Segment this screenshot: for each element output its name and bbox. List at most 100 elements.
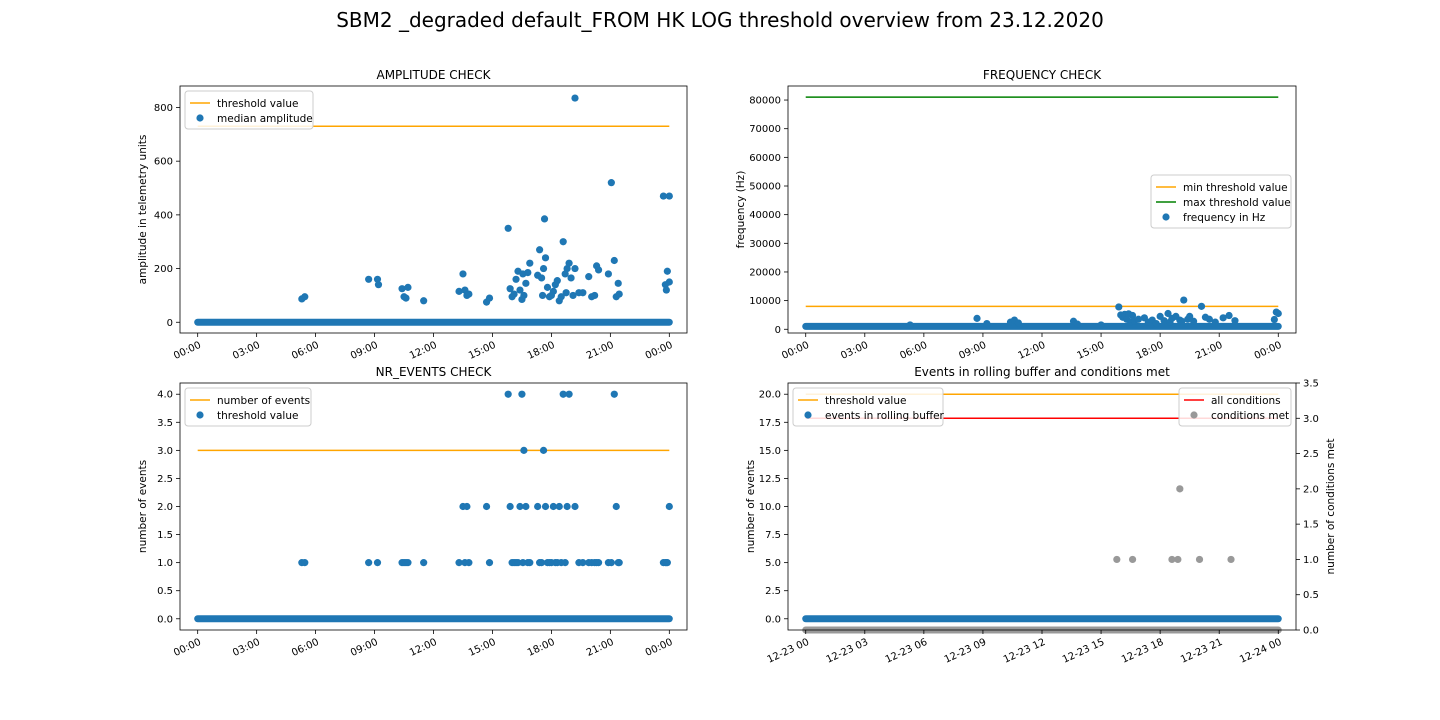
amplitude-check-data-point: [614, 279, 622, 287]
nr-events-check-x-tick-label: 21:00: [585, 637, 616, 659]
frequency-check-y-tick-label: 80000: [749, 96, 781, 107]
events-in-rolling-buffer-and-conditions-met-x-tick-label: 12-23 00: [766, 637, 811, 666]
right-y-tick-label: 2.5: [1303, 449, 1319, 460]
events-in-rolling-buffer-and-conditions-met-y-axis-label: number of events: [745, 460, 757, 553]
frequency-check-x-tick-label: 18:00: [1135, 340, 1166, 362]
amplitude-check-data-point: [455, 287, 463, 295]
amplitude-check-data-point: [524, 268, 532, 277]
nr-events-check-data-point: [607, 559, 615, 567]
nr-events-check-x-tick-label: 09:00: [349, 637, 380, 659]
nr-events-check-x-tick-label: 18:00: [526, 637, 557, 659]
amplitude-check-data-point: [594, 266, 603, 274]
frequency-check-data-point: [1231, 317, 1239, 325]
events-in-rolling-buffer-and-conditions-met-right-legend-box: [1178, 387, 1292, 427]
frequency-check-data-point: [1128, 311, 1137, 320]
amplitude-check-data-point: [585, 273, 593, 281]
nr-events-check-legend-box: [184, 387, 312, 427]
frequency-check-data-point: [1219, 314, 1227, 322]
nr-events-check-data-point: [579, 559, 587, 567]
amplitude-check-data-point: [665, 278, 673, 286]
amplitude-check-data-point: [571, 264, 579, 273]
frequency-check-data-point: [1164, 309, 1172, 318]
nr-events-check-x-tick-label: 00:00: [644, 637, 675, 659]
right-y-tick-label: 1.0: [1303, 555, 1319, 566]
amplitude-check-x-tick-label: 00:00: [172, 340, 203, 362]
amplitude-check-x-tick-label: 03:00: [231, 340, 262, 362]
amplitude-check-data-point: [591, 291, 599, 300]
nr-events-check-data-point: [526, 559, 534, 567]
nr-events-check-data-point: [555, 502, 563, 511]
amplitude-check-data-point: [562, 289, 570, 297]
nr-events-check-data-point: [420, 559, 428, 567]
events-in-rolling-buffer-and-conditions-met-y-tick-label: 0.0: [765, 614, 781, 625]
frequency-check-data-point: [1134, 315, 1143, 323]
amplitude-check-data-point: [520, 291, 528, 300]
amplitude-check-data-point: [610, 256, 618, 265]
frequency-check-data-point: [1205, 315, 1213, 323]
conditions-met-point: [1195, 555, 1204, 564]
right-y-tick-label: 3.5: [1303, 379, 1319, 390]
events-in-rolling-buffer-and-conditions-met-right-legend-label: conditions met: [1211, 410, 1289, 422]
nr-events-check-data-point: [404, 559, 412, 567]
nr-events-check-y-tick-label: 1.5: [157, 530, 173, 541]
frequency-check-y-tick-label: 70000: [749, 124, 781, 135]
right-y-tick-label: 0.0: [1303, 626, 1319, 637]
amplitude-check-outlier-point: [571, 94, 579, 102]
events-in-rolling-buffer-and-conditions-met-x-tick-label: 12-23 18: [1120, 637, 1165, 666]
frequency-check-y-axis-label: frequency (Hz): [735, 171, 747, 249]
amplitude-check-data-point: [549, 287, 557, 295]
amplitude-check-title: AMPLITUDE CHECK: [376, 68, 491, 82]
frequency-check-y-tick-label: 20000: [749, 267, 781, 278]
events-in-rolling-buffer-and-conditions-met-legend-box: [792, 387, 944, 427]
amplitude-check-x-tick-label: 09:00: [349, 340, 380, 362]
frequency-check-data-point: [1180, 296, 1188, 304]
amplitude-check-data-point: [565, 259, 573, 267]
frequency-check-data-point: [1197, 302, 1206, 310]
amplitude-check-x-tick-label: 12:00: [408, 340, 439, 362]
events-in-rolling-buffer-and-conditions-met-y-tick-label: 17.5: [759, 418, 781, 429]
amplitude-check-data-point: [516, 286, 524, 294]
events-in-rolling-buffer-and-conditions-met-y-tick-label: 12.5: [759, 474, 781, 485]
right-y-axis-label: number of conditions met: [1325, 439, 1337, 575]
events-in-rolling-buffer-and-conditions-met-y-tick-label: 20.0: [759, 390, 781, 401]
amplitude-check-data-point: [540, 215, 549, 223]
nr-events-check-data-point: [516, 502, 524, 511]
amplitude-check-legend-swatch-marker: [196, 114, 204, 122]
nr-events-check-data-point: [571, 502, 579, 511]
frequency-check-legend-label: max threshold value: [1183, 197, 1291, 209]
events-in-rolling-buffer-and-conditions-met-legend-label: events in rolling buffer: [825, 410, 945, 422]
nr-events-check-data-point: [537, 559, 546, 567]
amplitude-check-y-axis-label: amplitude in telemetry units: [137, 135, 149, 285]
amplitude-check-x-tick-label: 15:00: [467, 340, 498, 362]
frequency-check-data-point: [973, 314, 981, 322]
events-in-rolling-buffer-and-conditions-met-x-tick-label: 12-23 03: [825, 637, 870, 666]
nr-events-check-data-point: [612, 502, 620, 511]
events-in-rolling-buffer-and-conditions-met-legend-label: threshold value: [825, 395, 906, 407]
nr-events-check-legend-label: number of events: [217, 395, 310, 407]
amplitude-check-data-point: [579, 289, 587, 297]
amplitude-check-data-point: [374, 281, 383, 289]
frequency-check-data-point: [1211, 318, 1219, 326]
events-in-rolling-buffer-and-conditions-met-legend-swatch-marker: [804, 411, 812, 419]
nr-events-check-data-point: [541, 502, 550, 511]
right-y-tick-label: 3.0: [1303, 414, 1319, 425]
events-in-rolling-buffer-and-conditions-met-y-tick-label: 15.0: [759, 446, 781, 457]
amplitude-check-data-point: [526, 259, 534, 267]
amplitude-check-data-point: [404, 283, 412, 291]
frequency-check-x-tick-label: 15:00: [1076, 340, 1107, 362]
frequency-check-x-tick-label: 00:00: [780, 340, 811, 362]
amplitude-check-data-point: [465, 290, 473, 298]
amplitude-check-data-point: [662, 286, 670, 294]
nr-events-check-y-tick-label: 3.0: [157, 446, 173, 457]
nr-events-check-data-point: [485, 559, 494, 567]
nr-events-check-x-tick-label: 06:00: [290, 637, 321, 659]
frequency-check-data-point: [906, 321, 914, 329]
frequency-check-y-tick-label: 0: [775, 325, 781, 336]
frequency-check-data-point: [1186, 312, 1194, 320]
events-in-rolling-buffer-and-conditions-met-y-tick-label: 5.0: [765, 558, 781, 569]
right-y-tick-label: 2.0: [1303, 484, 1319, 495]
events-in-rolling-buffer-and-conditions-met-baseline-points: [802, 615, 1282, 623]
frequency-check-x-tick-label: 09:00: [957, 340, 988, 362]
amplitude-check-data-point: [607, 179, 615, 187]
frequency-check-data-point: [1178, 317, 1186, 325]
